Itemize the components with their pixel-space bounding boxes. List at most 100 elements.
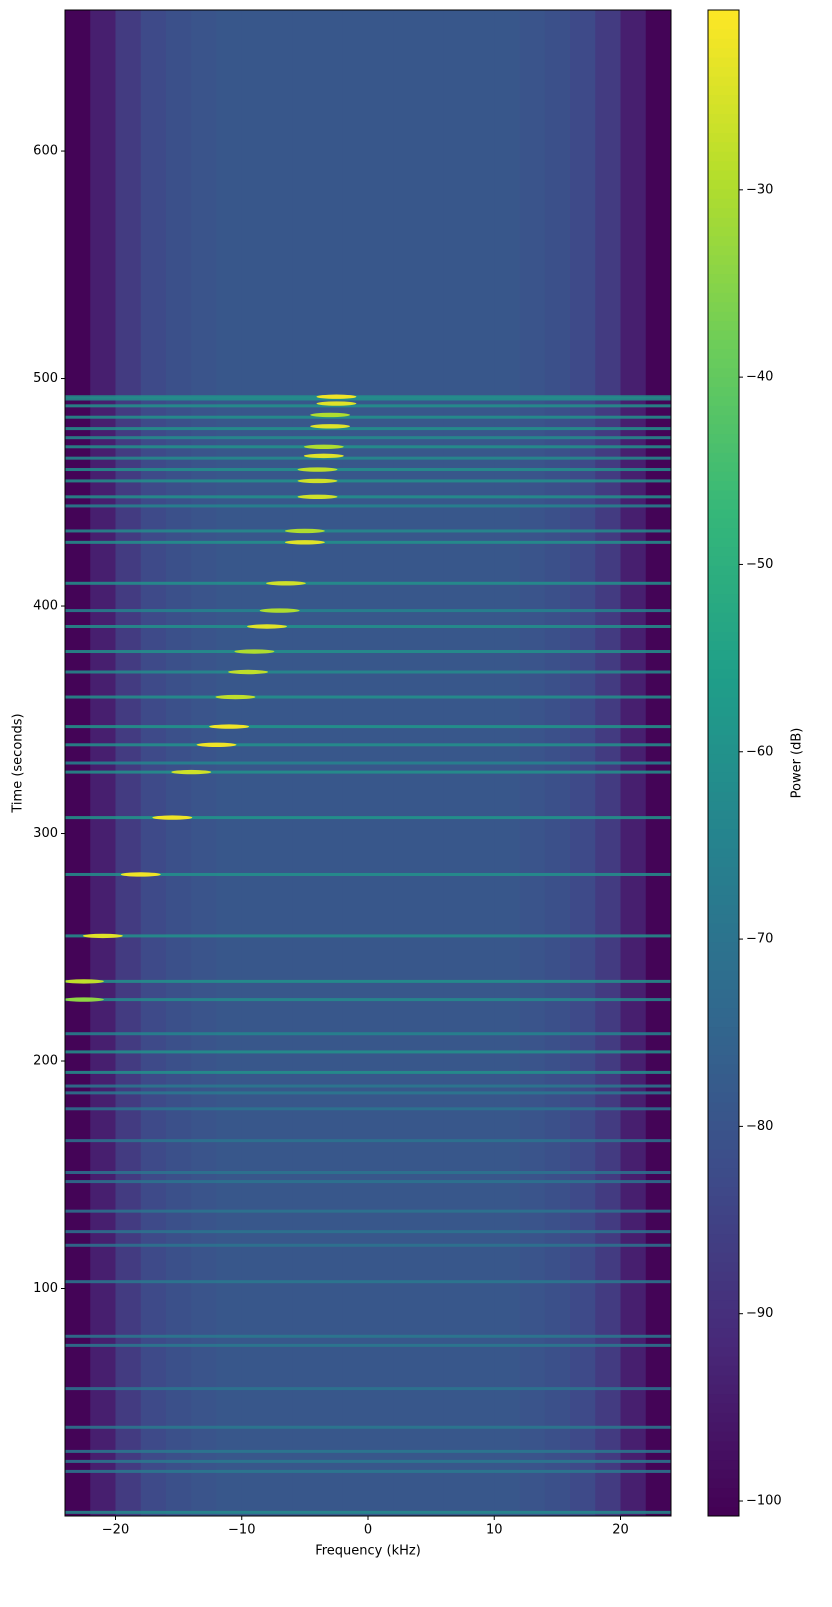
colorbar-cell: [708, 311, 739, 322]
colorbar-cell: [708, 1054, 739, 1065]
colorbar-cell: [708, 1205, 739, 1216]
signal-line: [65, 1387, 671, 1391]
colorbar-cell: [708, 28, 739, 39]
colorbar-cell: [708, 518, 739, 529]
signal-line: [65, 998, 671, 1002]
y-tick-label: 300: [33, 826, 58, 841]
colorbar-cell: [708, 1450, 739, 1461]
signal-line: [65, 1091, 671, 1095]
colorbar-tick-label: −80: [746, 1119, 773, 1134]
colorbar-tick-label: −70: [746, 932, 773, 947]
colorbar-cell: [708, 1459, 739, 1470]
signal-line: [65, 1050, 671, 1054]
colorbar-cell: [708, 565, 739, 576]
colorbar-cell: [708, 1299, 739, 1310]
colorbar-cell: [708, 424, 739, 435]
colorbar-cell: [708, 367, 739, 378]
colorbar-cell: [708, 330, 739, 340]
colorbar-cell: [708, 941, 739, 952]
colorbar-cell: [708, 348, 739, 359]
x-tick-label: −10: [228, 1523, 255, 1538]
signal-line: [65, 468, 671, 472]
signal-line: [65, 1469, 671, 1473]
colorbar-cell: [708, 132, 739, 143]
colorbar-cell: [708, 1393, 739, 1404]
signal-line: [65, 1280, 671, 1284]
colorbar-cell: [708, 838, 739, 849]
signal-line: [65, 1209, 671, 1213]
colorbar-cell: [708, 998, 739, 1009]
colorbar-cell: [708, 602, 739, 613]
colorbar-cell: [708, 904, 739, 915]
colorbar-cell: [708, 1261, 739, 1272]
colorbar-cell: [708, 1506, 739, 1517]
colorbar-cell: [708, 1167, 739, 1178]
colorbar-cell: [708, 85, 739, 96]
colorbar-tick-label: −100: [746, 1494, 782, 1509]
colorbar-cell: [708, 857, 739, 868]
colorbar-cell: [708, 1026, 739, 1037]
colorbar-cell: [708, 151, 739, 162]
colorbar-cell: [708, 932, 739, 943]
colorbar-cell: [708, 668, 739, 679]
colorbar-cell: [708, 160, 739, 171]
colorbar-cell: [708, 47, 739, 58]
colorbar-cell: [708, 188, 739, 199]
colorbar-cell: [708, 405, 739, 416]
colorbar-cell: [708, 819, 739, 830]
colorbar-cell: [708, 1148, 739, 1159]
y-tick-label: 200: [33, 1054, 58, 1069]
signal-peak: [316, 394, 357, 399]
y-tick-label: 500: [33, 371, 58, 386]
signal-line: [65, 1032, 671, 1036]
signal-line: [65, 1070, 671, 1074]
signal-line: [65, 445, 671, 449]
colorbar-cell: [708, 1308, 739, 1319]
signal-peak: [65, 997, 104, 1002]
signal-line: [65, 1425, 671, 1429]
colorbar-cell: [708, 1421, 739, 1432]
colorbar-cell: [708, 697, 739, 708]
colorbar-cell: [708, 1083, 739, 1093]
colorbar-cell: [708, 10, 739, 20]
colorbar-cell: [708, 1431, 739, 1442]
colorbar-cell: [708, 725, 739, 736]
colorbar-cell: [708, 198, 739, 209]
colorbar-cell: [708, 1035, 739, 1046]
signal-line: [65, 979, 671, 983]
colorbar-cell: [708, 1064, 739, 1075]
colorbar-tick-label: −50: [746, 557, 773, 572]
colorbar-cell: [708, 640, 739, 651]
x-tick-label: −20: [102, 1523, 129, 1538]
colorbar-cell: [708, 1365, 739, 1376]
colorbar-cell: [708, 988, 739, 999]
colorbar-cell: [708, 1092, 739, 1103]
signal-peak: [234, 649, 275, 654]
x-tick-label: 10: [486, 1523, 503, 1538]
colorbar-cell: [708, 179, 739, 190]
colorbar-cell: [708, 744, 739, 755]
colorbar-cell: [708, 1233, 739, 1244]
signal-peak: [297, 494, 338, 500]
colorbar-cell: [708, 461, 739, 472]
colorbar-cell: [708, 1337, 739, 1348]
colorbar-cell: [708, 1214, 739, 1225]
colorbar-cell: [708, 207, 739, 218]
colorbar-tick-label: −90: [746, 1306, 773, 1321]
colorbar-cell: [708, 706, 739, 717]
signal-line: [65, 1343, 671, 1347]
colorbar-cell: [708, 574, 739, 585]
signal-line: [65, 529, 671, 533]
signal-peak: [215, 694, 256, 700]
colorbar-cell: [708, 1224, 739, 1235]
colorbar-cell: [708, 1440, 739, 1451]
colorbar-cell: [708, 800, 739, 811]
colorbar-cell: [708, 1346, 739, 1357]
signal-peak: [171, 769, 212, 775]
signal-line: [65, 427, 671, 431]
colorbar-cell: [708, 960, 739, 971]
colorbar-cell: [708, 1186, 739, 1197]
colorbar-cell: [708, 433, 739, 444]
signal-line: [65, 761, 671, 765]
colorbar-cell: [708, 414, 739, 425]
